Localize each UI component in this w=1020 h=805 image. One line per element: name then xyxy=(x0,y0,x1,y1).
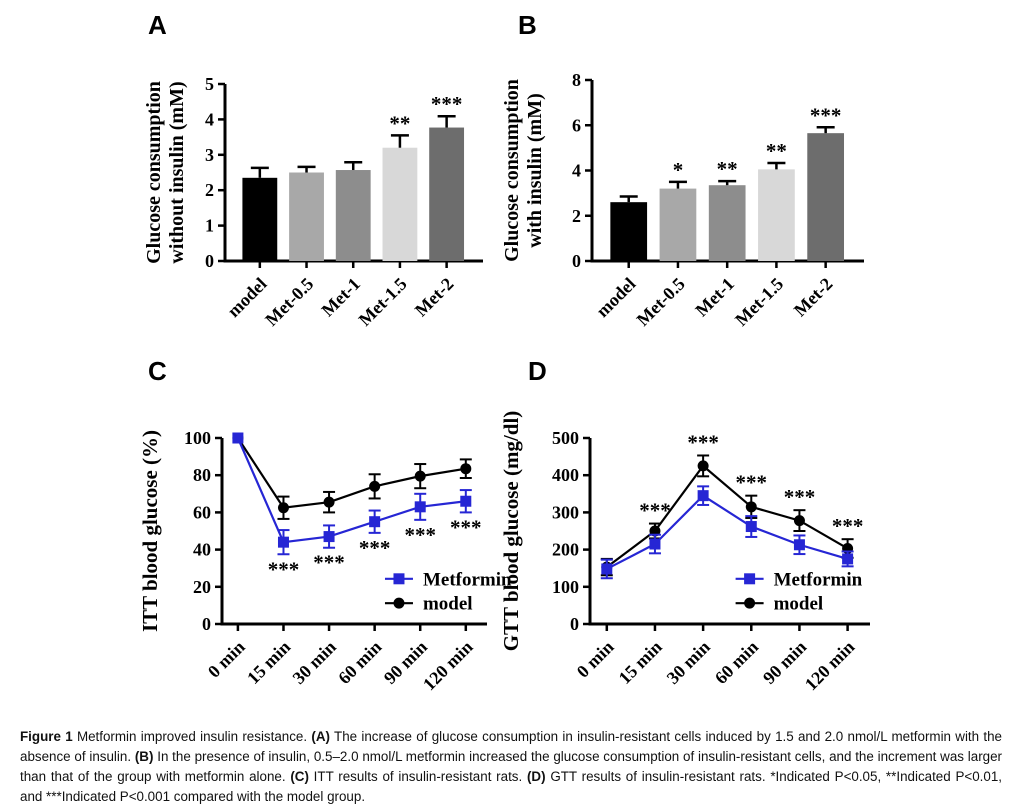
svg-text:20: 20 xyxy=(193,577,211,597)
panel-d-letter: D xyxy=(528,356,547,386)
svg-text:Glucose consumption: Glucose consumption xyxy=(501,79,523,262)
svg-text:***: *** xyxy=(810,103,842,127)
svg-text:400: 400 xyxy=(552,465,579,485)
caption-segment: (D) xyxy=(526,768,546,784)
svg-text:0 min: 0 min xyxy=(204,637,249,682)
svg-text:4: 4 xyxy=(572,161,581,181)
svg-text:***: *** xyxy=(450,515,482,539)
svg-text:**: ** xyxy=(389,111,410,135)
svg-text:with insulin (mM): with insulin (mM) xyxy=(524,93,546,247)
svg-text:GTT blood glucose (mg/dl): GTT blood glucose (mg/dl) xyxy=(499,411,523,652)
svg-text:***: *** xyxy=(431,92,463,116)
svg-text:Met-1.5: Met-1.5 xyxy=(731,274,787,330)
figure-caption: Figure 1 Metformin improved insulin resi… xyxy=(20,727,1002,805)
svg-text:**: ** xyxy=(717,157,738,181)
svg-text:Met-1.5: Met-1.5 xyxy=(355,274,411,330)
svg-text:***: *** xyxy=(736,471,768,495)
svg-text:Metformin: Metformin xyxy=(423,569,512,590)
svg-text:*: * xyxy=(673,158,684,182)
svg-text:***: *** xyxy=(639,499,671,523)
svg-text:100: 100 xyxy=(552,577,579,597)
panel-c-line-chart: 0 20 40 60 80 100 ITT blood glucose (%) 0 min15… xyxy=(140,428,512,695)
svg-text:0 min: 0 min xyxy=(573,637,618,682)
panel-a-bar-chart: 0 1 2 3 4 5 Glucose consumption without insulin… xyxy=(143,74,483,330)
caption-segment: In the presence of insulin, 0.5–2.0 nmol… xyxy=(20,749,1003,784)
svg-text:**: ** xyxy=(766,139,787,163)
svg-text:4: 4 xyxy=(205,109,214,129)
svg-text:***: *** xyxy=(268,557,300,581)
panel-c: C 0 20 40 60 80 100 ITT blood glucose (%) 0 min… xyxy=(140,348,512,710)
caption-segment: (B) xyxy=(134,749,154,765)
svg-text:100: 100 xyxy=(184,428,211,448)
svg-text:ITT blood glucose (%): ITT blood glucose (%) xyxy=(140,430,162,632)
svg-text:0: 0 xyxy=(572,251,581,271)
svg-text:Met-2: Met-2 xyxy=(790,274,837,321)
svg-text:120 min: 120 min xyxy=(419,637,477,695)
svg-text:Met-2: Met-2 xyxy=(411,274,458,321)
svg-text:Met-0.5: Met-0.5 xyxy=(261,274,317,330)
caption-segment: The increase of glucose consumption in i… xyxy=(20,729,1002,765)
svg-text:80: 80 xyxy=(193,465,211,485)
svg-text:model: model xyxy=(423,594,473,615)
caption-segment: GTT results of insulin-resistant rats. *… xyxy=(20,768,1002,804)
svg-text:40: 40 xyxy=(193,540,211,560)
svg-text:60 min: 60 min xyxy=(334,637,385,688)
panel-b-bar-chart: 0 2 4 6 8 Glucose consumption with insulin (mM… xyxy=(501,70,864,330)
caption-segment: (A) xyxy=(311,729,330,745)
svg-text:***: *** xyxy=(404,523,436,547)
svg-text:***: *** xyxy=(313,551,345,575)
svg-text:3: 3 xyxy=(205,145,214,165)
svg-text:15 min: 15 min xyxy=(615,637,666,688)
svg-text:Met-0.5: Met-0.5 xyxy=(633,274,689,330)
svg-text:60: 60 xyxy=(193,502,211,522)
svg-text:0: 0 xyxy=(202,614,211,634)
svg-text:without insulin (mM): without insulin (mM) xyxy=(166,81,188,263)
caption-segment: Metformin improved insulin resistance. xyxy=(72,729,312,745)
svg-text:***: *** xyxy=(832,514,864,538)
svg-text:8: 8 xyxy=(572,70,581,90)
svg-text:200: 200 xyxy=(552,540,579,560)
svg-text:model: model xyxy=(774,594,824,615)
svg-text:Met-1: Met-1 xyxy=(691,274,738,321)
panel-d-line-chart: 0 100 200 300 400 500 GTT blood glucose (mg/dl… xyxy=(499,411,870,695)
panel-b: B 0 2 4 6 8 Glucose consumption with insulin (… xyxy=(498,8,878,346)
svg-text:0: 0 xyxy=(570,614,579,634)
svg-text:Glucose consumption: Glucose consumption xyxy=(143,81,165,264)
svg-text:500: 500 xyxy=(552,428,579,448)
svg-text:6: 6 xyxy=(572,115,581,135)
svg-text:model: model xyxy=(592,274,639,321)
caption-segment: (C) xyxy=(290,768,309,784)
svg-text:0: 0 xyxy=(205,251,214,271)
panel-a: A 0 1 2 3 4 5 Glucose consumption without insul… xyxy=(140,8,485,346)
panel-a-letter: A xyxy=(148,10,167,40)
svg-text:15 min: 15 min xyxy=(243,637,294,688)
svg-text:300: 300 xyxy=(552,502,579,522)
svg-text:30 min: 30 min xyxy=(663,637,714,688)
svg-text:***: *** xyxy=(359,536,391,560)
panel-b-letter: B xyxy=(518,10,537,40)
svg-text:30 min: 30 min xyxy=(289,637,340,688)
svg-text:2: 2 xyxy=(205,180,214,200)
caption-segment: Figure 1 xyxy=(20,729,73,745)
svg-text:120 min: 120 min xyxy=(801,637,859,695)
svg-text:***: *** xyxy=(687,430,719,454)
svg-text:1: 1 xyxy=(205,216,214,236)
svg-text:Metformin: Metformin xyxy=(774,569,863,590)
panel-c-letter: C xyxy=(148,356,167,386)
panel-d: D 0 100 200 300 400 500 GTT blood glucose (mg/… xyxy=(498,348,878,710)
svg-text:5: 5 xyxy=(205,74,214,94)
svg-text:***: *** xyxy=(784,485,816,509)
svg-text:60 min: 60 min xyxy=(711,637,762,688)
svg-text:2: 2 xyxy=(572,206,581,226)
caption-segment: ITT results of insulin-resistant rats. xyxy=(308,768,527,784)
